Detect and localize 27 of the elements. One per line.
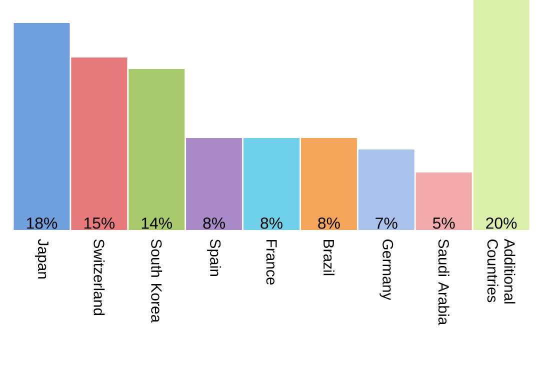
x-tick-label: Saudi Arabia (438, 239, 450, 326)
x-tick-label: Spain (207, 239, 222, 276)
data-label: 8% (318, 218, 340, 229)
bar (300, 138, 357, 230)
data-label: 7% (376, 218, 398, 229)
data-label: 5% (432, 218, 455, 229)
x-tick-label: Japan (35, 239, 48, 279)
x-tick-label: Brazil (323, 240, 334, 276)
bar (244, 138, 300, 230)
bar (358, 150, 414, 230)
data-label: 20% (486, 218, 517, 229)
x-tick-label: Additional Countries (487, 238, 516, 304)
bar (128, 68, 185, 230)
bar (14, 22, 70, 230)
bar (416, 172, 472, 230)
x-tick-label: Germany (380, 240, 394, 300)
x-tick-label: Switzerland (94, 239, 105, 316)
data-label: 8% (260, 218, 282, 229)
data-label: 8% (203, 218, 226, 229)
data-label: 14% (142, 218, 172, 229)
bar (473, 0, 530, 230)
data-label: 18% (26, 218, 58, 229)
data-label: 15% (84, 218, 115, 229)
x-tick-label: France (266, 240, 277, 285)
bar (71, 57, 128, 230)
bar (186, 138, 242, 230)
x-tick-label: South Korea (151, 239, 162, 323)
